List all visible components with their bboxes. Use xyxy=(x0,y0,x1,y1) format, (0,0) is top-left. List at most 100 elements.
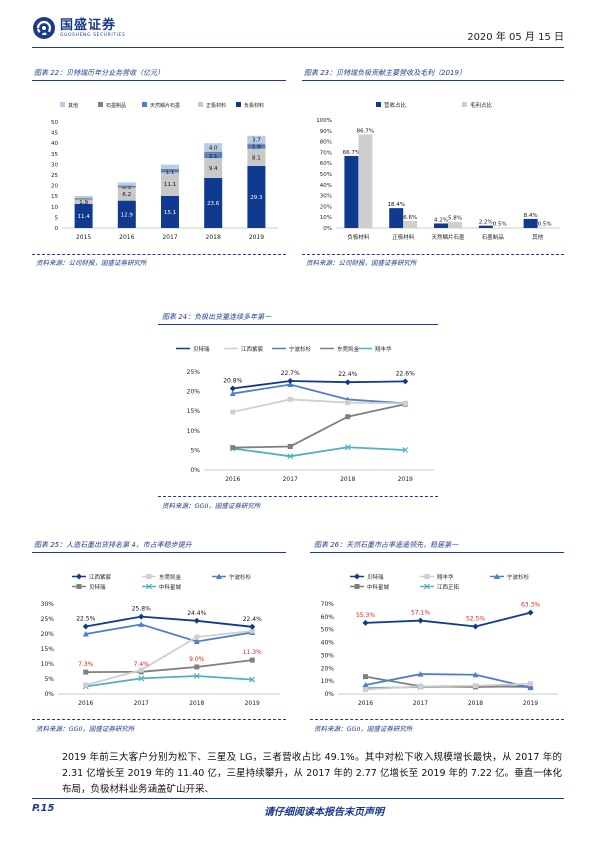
bar-data-label: 1.9 xyxy=(79,200,88,206)
legend-marker xyxy=(354,573,360,580)
legend-label: 营收占比 xyxy=(384,101,407,109)
data-point xyxy=(287,378,294,385)
legend-swatch xyxy=(376,102,381,107)
bar xyxy=(478,225,493,228)
data-point xyxy=(402,378,409,385)
bar-segment xyxy=(204,177,223,228)
fig23-title: 图表 23：贝特瑞负极贡献主要营收及毛利（2019） xyxy=(304,69,466,77)
legend-swatch xyxy=(462,102,467,107)
x-tick-label: 2018 xyxy=(340,476,355,483)
bar-data-label: 5.8% xyxy=(448,216,462,222)
x-tick-label: 2018 xyxy=(468,700,483,707)
bar-segment xyxy=(161,168,179,171)
data-label: 7.4% xyxy=(134,661,150,668)
legend-marker xyxy=(424,583,430,590)
bar xyxy=(434,223,448,228)
y-tick-label: 0% xyxy=(44,691,54,698)
y-tick-label: 60% xyxy=(320,161,332,167)
x-tick-label: 2018 xyxy=(189,700,204,707)
y-tick-label: 90% xyxy=(320,129,332,135)
page-footer: P.15 请仔细阅读本报告末页声明 xyxy=(32,798,564,822)
legend-label: 中科星城 xyxy=(159,583,182,591)
bar-data-label: 86.7% xyxy=(357,128,374,134)
x-tick-label: 2017 xyxy=(134,700,149,707)
fig23-top-rule xyxy=(302,80,564,81)
data-label: 9.0% xyxy=(189,656,205,663)
bar xyxy=(403,220,418,228)
x-tick-label: 2019 xyxy=(245,700,260,707)
y-tick-label: 20% xyxy=(320,204,332,210)
bar-data-label: 4.2% xyxy=(434,217,448,223)
data-label: 22.7% xyxy=(281,370,300,377)
bar-data-label: 18.4% xyxy=(387,202,404,208)
fig25-top-rule xyxy=(32,552,286,553)
y-tick-label: 10 xyxy=(51,205,58,211)
series-line xyxy=(232,403,406,449)
fig26-bottom-rule xyxy=(310,719,564,720)
fig24-bottom-rule xyxy=(158,496,438,497)
y-tick-label: 50% xyxy=(320,172,332,178)
legend-label: 石墨制品 xyxy=(106,102,126,109)
y-tick-label: 30% xyxy=(41,601,55,608)
y-tick-label: 5% xyxy=(44,676,54,683)
bar-segment xyxy=(117,182,136,186)
bar-data-label: 8.4% xyxy=(524,213,538,219)
bar-segment xyxy=(161,170,179,173)
data-point xyxy=(287,381,294,388)
bar-segment xyxy=(161,172,179,196)
footer-disclaimer: 请仔细阅读本报告末页声明 xyxy=(264,807,384,818)
data-point xyxy=(362,682,369,688)
y-tick-label: 30% xyxy=(321,652,335,659)
y-tick-label: 10% xyxy=(321,678,335,685)
bar xyxy=(537,227,552,228)
data-point xyxy=(287,443,293,449)
data-point xyxy=(345,400,351,406)
legend-marker xyxy=(354,584,360,589)
bar-segment xyxy=(247,143,266,145)
y-tick-label: 70% xyxy=(320,150,332,156)
page-header: 国盛证券 GUOSHENG SECURITIES 2020 年 05 月 15 … xyxy=(32,17,564,48)
data-point xyxy=(230,445,236,451)
x-tick-label: 2017 xyxy=(283,476,298,483)
fig22-chart: 其他 石墨制品 天然鳞片石墨 正极材料 负极材料 0 5 10 15 20 25 30 35 40 45 50… xyxy=(51,102,278,241)
bar-data-label: 2.2% xyxy=(479,220,493,226)
fig26-top-rule xyxy=(310,552,564,553)
y-tick-label: 80% xyxy=(320,140,332,146)
legend-label: 江西正拓 xyxy=(437,583,460,591)
bar-data-label: 23.6 xyxy=(207,201,220,207)
data-point xyxy=(83,669,89,675)
bar-segment xyxy=(74,199,93,204)
data-point xyxy=(249,623,256,630)
bar-segment xyxy=(204,151,223,154)
data-label: 20.8% xyxy=(223,377,242,384)
series-line xyxy=(85,615,253,628)
y-tick-label: 70% xyxy=(321,601,335,608)
legend-label: 贝特瑞 xyxy=(367,573,384,581)
bar-segment xyxy=(247,148,266,166)
legend-label: 翔丰华 xyxy=(437,573,454,581)
data-point xyxy=(417,617,424,624)
fig24-source: 资料来源：GGII，国盛证券研究所 xyxy=(162,502,261,510)
y-tick-label: 50 xyxy=(51,120,58,126)
x-tick-label: 其他 xyxy=(532,233,544,241)
y-tick-label: 25% xyxy=(187,369,201,376)
bar-data-label: 0.5% xyxy=(538,221,552,227)
x-tick-label: 2015 xyxy=(76,234,91,241)
bar-segment xyxy=(204,143,223,152)
fig25-source: 资料来源：GGII，国盛证券研究所 xyxy=(36,725,135,733)
data-point xyxy=(193,638,200,644)
bar-segment xyxy=(161,164,179,169)
data-point xyxy=(249,657,255,663)
data-point xyxy=(229,385,236,392)
y-tick-label: 30% xyxy=(320,194,332,200)
x-tick-label: 石墨制品 xyxy=(482,233,505,241)
x-tick-label: 2018 xyxy=(206,234,221,241)
legend-label: 贝特瑞 xyxy=(193,345,210,353)
fig23-source: 资料来源：公司财报，国盛证券研究所 xyxy=(306,259,417,267)
data-point xyxy=(249,676,256,683)
legend-marker xyxy=(76,573,82,580)
y-tick-label: 10% xyxy=(320,215,332,221)
bar-data-label: 12.9 xyxy=(121,212,134,218)
